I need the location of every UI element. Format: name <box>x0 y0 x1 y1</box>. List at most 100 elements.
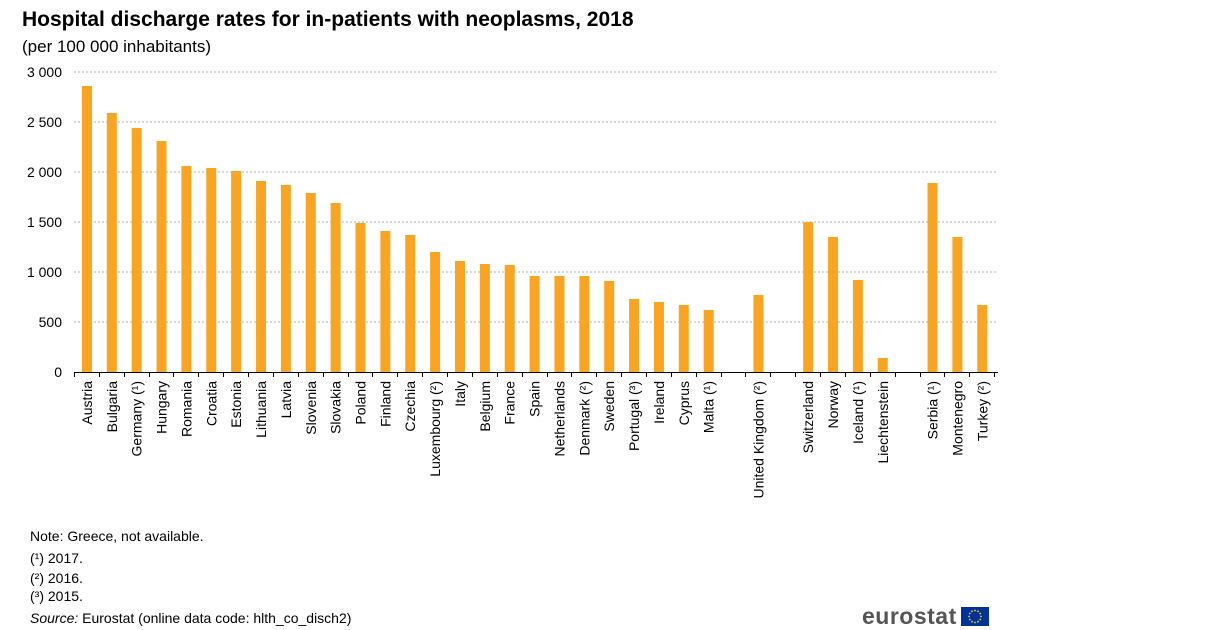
x-axis <box>74 372 998 377</box>
x-tick-label: Portugal (³) <box>626 381 642 451</box>
bar <box>703 310 714 372</box>
bar <box>927 183 938 372</box>
bar <box>803 222 814 372</box>
bar <box>305 193 316 372</box>
bar <box>604 281 615 372</box>
x-tick-label: Slovenia <box>303 381 319 435</box>
flag-star <box>967 615 970 617</box>
x-tick-label: Iceland (¹) <box>850 381 866 444</box>
footnote-3: (³) 2015. <box>30 588 83 604</box>
x-tick-label: Estonia <box>228 381 244 428</box>
flag-star <box>968 618 971 620</box>
flag-star <box>973 609 976 611</box>
bar <box>479 264 490 372</box>
x-tick-label: Ireland <box>651 381 667 424</box>
y-tick-label: 0 <box>54 364 62 380</box>
x-tick-label: Czechia <box>402 381 418 432</box>
x-tick-label: Turkey (²) <box>974 381 990 441</box>
x-tick-label: Spain <box>527 381 543 417</box>
bar <box>355 223 366 372</box>
x-tick-label: Latvia <box>278 381 294 419</box>
x-tick-label: Montenegro <box>949 381 965 456</box>
bar <box>852 280 863 372</box>
x-tick-label: Hungary <box>154 381 170 434</box>
x-tick-label: Belgium <box>477 381 493 432</box>
bar <box>231 171 242 372</box>
flag-background <box>960 606 989 626</box>
bar <box>280 185 291 372</box>
x-tick-label: Netherlands <box>551 381 567 457</box>
x-tick-label: Finland <box>377 381 393 427</box>
bar <box>977 305 988 372</box>
x-tick-label: Croatia <box>203 381 219 426</box>
note-greece: Note: Greece, not available. <box>30 528 204 544</box>
x-tick-label: Denmark (²) <box>576 381 592 456</box>
flag-star <box>979 618 981 620</box>
bar <box>529 276 540 372</box>
bar <box>330 203 341 372</box>
x-tick-label: Italy <box>452 381 468 407</box>
x-tick-label: France <box>502 381 518 425</box>
x-tick-label: Sweden <box>601 381 617 432</box>
x-tick-label: Liechtenstein <box>875 381 891 464</box>
chart-title: Hospital discharge rates for in-patients… <box>22 8 634 31</box>
bar <box>106 113 117 372</box>
bar <box>81 86 92 372</box>
bar <box>828 237 839 372</box>
x-tick-label: Austria <box>79 381 95 425</box>
y-tick-label: 2 000 <box>27 164 62 180</box>
bar <box>504 265 515 372</box>
x-tick-label: Malta (¹) <box>701 381 717 433</box>
source-text: Eurostat (online data code: hlth_co_disc… <box>78 610 352 626</box>
bar <box>629 299 640 372</box>
bar <box>952 237 963 372</box>
x-tick-label: Germany (¹) <box>129 381 145 456</box>
bar <box>181 166 192 372</box>
y-tick-label: 1 500 <box>27 214 62 230</box>
y-tick-label: 1 000 <box>27 264 62 280</box>
x-tick-label: Bulgaria <box>104 381 120 433</box>
flag-star <box>973 621 976 623</box>
bar <box>405 235 416 372</box>
bar <box>454 261 465 372</box>
eu-flag-icon <box>960 606 989 626</box>
bar <box>430 252 441 372</box>
y-tick-label: 2 500 <box>27 114 62 130</box>
flag-star <box>976 620 979 623</box>
bar <box>380 231 391 372</box>
eurostat-logo: eurostat <box>862 603 989 629</box>
footnote-1: (¹) 2017. <box>30 550 83 566</box>
flag-star <box>970 609 973 612</box>
flag-star <box>979 615 982 617</box>
x-tick-label: Cyprus <box>676 381 692 425</box>
source-label: Source: <box>30 610 79 626</box>
bar <box>156 141 167 372</box>
bar <box>753 295 764 372</box>
bar <box>678 305 689 372</box>
footnote-2: (²) 2016. <box>30 570 83 586</box>
bar <box>579 276 590 372</box>
x-tick-label: Serbia (¹) <box>925 381 941 439</box>
source-note: Source: Eurostat (online data code: hlth… <box>30 610 351 626</box>
x-tick-label: Poland <box>353 381 369 425</box>
bar <box>206 168 217 372</box>
eurostat-logo-text: eurostat <box>862 602 957 629</box>
x-tick-label: Slovakia <box>328 381 344 434</box>
bar <box>256 181 267 372</box>
flag-star <box>979 612 981 614</box>
x-tick-label: Switzerland <box>800 381 816 453</box>
chart-subtitle: (per 100 000 inhabitants) <box>22 37 212 56</box>
x-axis-labels: Austria Bulgaria Germany (¹) Hungary Romania… <box>79 381 990 499</box>
x-tick-label: Lithuania <box>253 381 269 438</box>
bar <box>554 276 565 372</box>
x-tick-label: United Kingdom (²) <box>750 381 766 499</box>
x-tick-label: Luxembourg (²) <box>427 381 443 477</box>
bar <box>877 358 888 372</box>
y-tick-label: 500 <box>39 314 63 330</box>
y-tick-label: 3 000 <box>27 64 62 80</box>
flag-star <box>970 620 973 623</box>
flag-star <box>976 609 979 612</box>
y-axis-ticks: 0 500 1 000 1 500 2 000 2 500 3 000 <box>27 64 62 380</box>
x-tick-label: Romania <box>178 381 194 437</box>
